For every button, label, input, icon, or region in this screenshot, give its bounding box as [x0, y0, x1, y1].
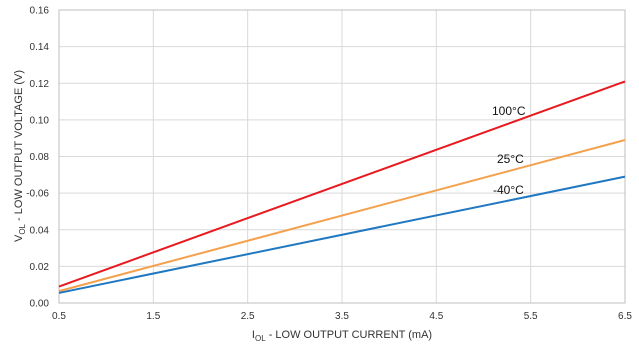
x-tick-label: 0.5	[52, 311, 66, 322]
y-tick-label: 0.02	[30, 262, 50, 273]
series-label-0: 100°C	[492, 104, 526, 118]
series-line-1	[58, 139, 626, 293]
y-tick-label: 0.12	[30, 79, 50, 90]
x-tick-label: 5.5	[524, 311, 538, 322]
x-axis-title-sub: OL	[255, 334, 266, 343]
series-line-2	[58, 175, 626, 294]
series-label-2: -40°C	[493, 183, 524, 197]
y-tick-label: 0.10	[30, 115, 50, 126]
x-tick-label: 2.5	[241, 311, 255, 322]
x-tick-labels: 0.5 1.5 2.5 3.5 4.5 5.5 6.5	[52, 311, 632, 322]
y-tick-label: 0.00	[30, 299, 50, 310]
y-axis-title-sub: OL	[18, 223, 27, 234]
x-tick-label: 6.5	[618, 311, 632, 322]
y-tick-label: 0.16	[30, 6, 50, 17]
y-axis-title-rest: - LOW OUTPUT VOLTAGE (V)	[13, 70, 25, 224]
y-tick-labels: 0.00 0.02 0.04 -0.06 0.08 0.10 0.12 0.14 0.16	[26, 6, 49, 310]
grid	[58, 9, 626, 304]
series-label-1: 25°C	[497, 152, 524, 166]
series-group	[58, 80, 626, 294]
x-axis-title-rest: - LOW OUTPUT CURRENT (mA)	[266, 329, 432, 341]
x-axis-title: IOL - LOW OUTPUT CURRENT (mA)	[252, 329, 432, 343]
y-tick-label: 0.04	[30, 225, 50, 236]
y-axis-title-main: V	[13, 234, 25, 242]
series-labels: 100°C 25°C -40°C	[492, 104, 526, 197]
y-tick-label: 0.08	[30, 152, 50, 163]
plot-frame	[58, 9, 626, 304]
series-line-0	[58, 80, 626, 288]
x-tick-label: 4.5	[429, 311, 443, 322]
y-tick-label: -0.06	[26, 189, 49, 200]
y-axis-title: VOL - LOW OUTPUT VOLTAGE (V)	[13, 70, 27, 242]
x-tick-label: 3.5	[335, 311, 349, 322]
y-tick-label: 0.14	[30, 42, 50, 53]
x-tick-label: 1.5	[146, 311, 160, 322]
x-axis-title-main: I	[252, 329, 255, 341]
